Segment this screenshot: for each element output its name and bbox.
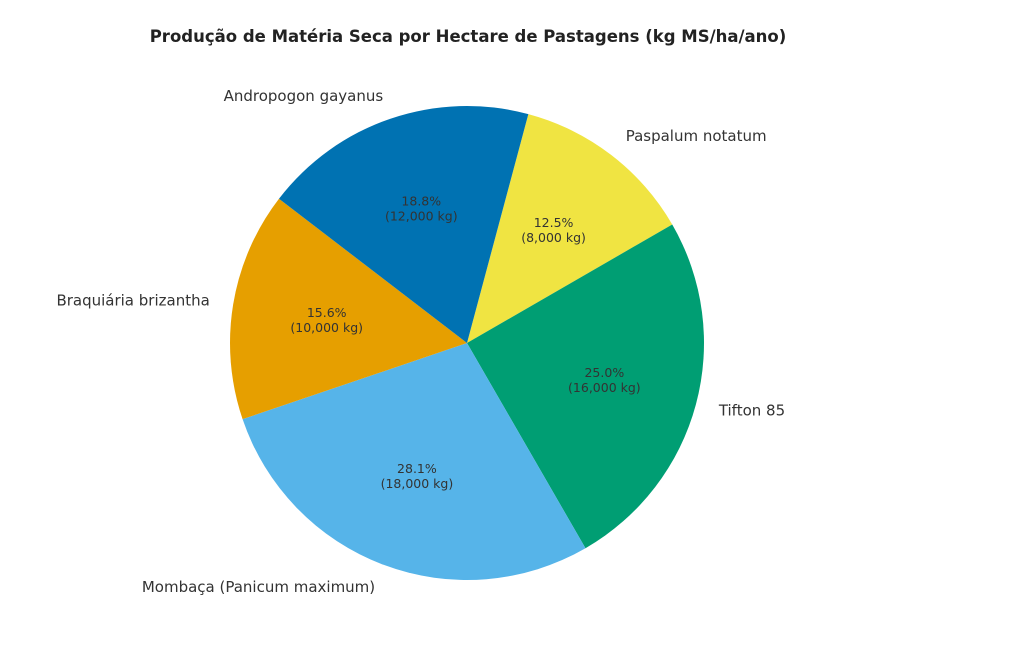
- slice-percent-label: 28.1%: [397, 461, 437, 476]
- chart-title: Produção de Matéria Seca por Hectare de …: [150, 27, 787, 46]
- pie-slice: [467, 114, 673, 343]
- slice-category-label: Paspalum notatum: [626, 127, 767, 145]
- slice-category-label: Tifton 85: [718, 401, 785, 419]
- slice-percent-label: 18.8%: [401, 193, 441, 208]
- slice-percent-label: 12.5%: [534, 215, 574, 230]
- slice-value-label: (10,000 kg): [290, 320, 363, 335]
- slice-percent-label: 15.6%: [307, 305, 347, 320]
- pie-labels: Paspalum notatum 12.5%(8,000 kg) Tifton 85…: [56, 87, 785, 596]
- slice-category-label: Andropogon gayanus: [224, 87, 384, 105]
- slice-value-label: (12,000 kg): [385, 208, 458, 223]
- slice-category-label: Mombaça (Panicum maximum): [142, 578, 375, 596]
- pie-slice: [278, 105, 529, 343]
- pie-slice: [242, 343, 586, 580]
- pie-slice: [229, 198, 467, 420]
- slice-value-label: (18,000 kg): [381, 476, 454, 491]
- slice-category-label: Braquiária brizantha: [56, 292, 209, 310]
- pie-slices: [229, 105, 704, 580]
- slice-value-label: (8,000 kg): [521, 230, 586, 245]
- slice-value-label: (16,000 kg): [568, 380, 641, 395]
- slice-percent-label: 25.0%: [584, 365, 624, 380]
- pie-slice: [467, 224, 704, 549]
